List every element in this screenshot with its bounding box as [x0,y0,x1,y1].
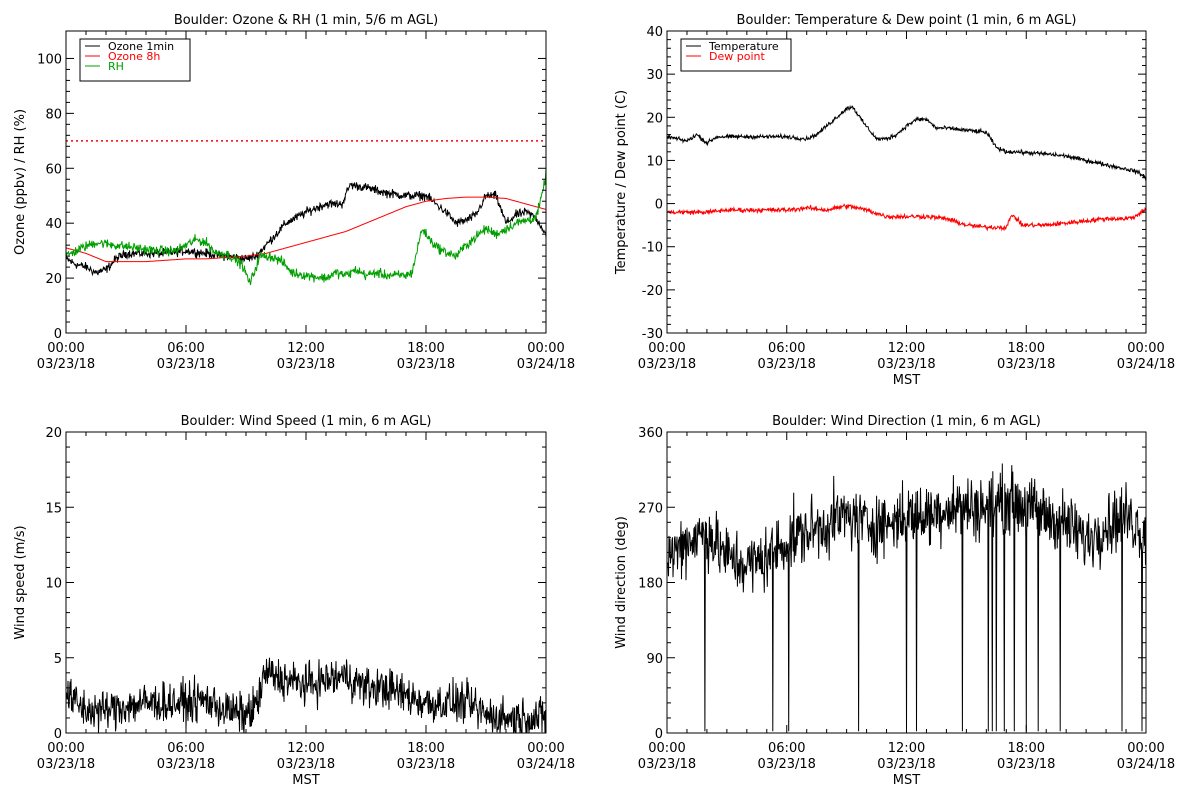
plot-frame [65,431,547,734]
x-tick-time: 06:00 [167,741,204,756]
y-tick-label: 0 [655,198,663,213]
chart-title: Boulder: Ozone & RH (1 min, 5/6 m AGL) [174,13,438,28]
y-tick-label: 270 [638,501,663,516]
series-line-2 [666,203,1147,232]
x-tick-date: 03/23/18 [877,757,935,772]
y-tick-label: 360 [638,426,663,441]
series-line-1 [65,182,547,277]
y-tick-label: 20 [45,272,62,287]
series-line-3 [65,167,547,286]
x-tick-date: 03/23/18 [997,357,1055,372]
plot-frame [666,30,1147,334]
legend-box [680,38,792,72]
x-tick-time: 00:00 [1127,341,1164,356]
y-tick-label: -20 [642,284,663,299]
x-tick-time: 00:00 [47,741,84,756]
legend-label: Temperature [708,40,779,53]
x-tick-time: 06:00 [167,341,204,356]
x-tick-date: 03/23/18 [157,757,215,772]
y-axis-label: Wind direction (deg) [614,516,629,649]
x-tick-time: 00:00 [47,341,84,356]
chart-title: Boulder: Wind Direction (1 min, 6 m AGL) [772,414,1041,429]
legend-label: Ozone 1min [108,40,174,53]
x-tick-date: 03/23/18 [397,757,455,772]
x-tick-date: 03/23/18 [397,357,455,372]
x-tick-date: 03/23/18 [277,757,335,772]
y-axis-label: Ozone (ppbv) / RH (%) [13,109,28,255]
x-tick-time: 06:00 [768,741,805,756]
y-tick-label: 0 [655,727,663,742]
x-tick-date: 03/24/18 [517,357,575,372]
series-line-1 [666,463,1147,732]
y-tick-label: 20 [45,426,62,441]
x-tick-time: 12:00 [287,341,324,356]
x-tick-date: 03/23/18 [37,757,95,772]
x-tick-time: 00:00 [527,341,564,356]
y-tick-label: 60 [45,162,62,177]
x-tick-date: 03/23/18 [638,357,696,372]
y-tick-label: -10 [642,241,663,256]
y-tick-label: 10 [45,577,62,592]
x-axis-label: MST [893,373,920,388]
y-tick-label: -30 [642,327,663,342]
x-tick-date: 03/23/18 [37,357,95,372]
x-tick-time: 12:00 [888,741,925,756]
x-tick-date: 03/23/18 [157,357,215,372]
y-tick-label: 100 [37,52,62,67]
x-tick-time: 00:00 [648,341,685,356]
series-line-2 [65,196,547,263]
legend-label: RH [108,60,124,73]
y-tick-label: 15 [45,501,62,516]
x-axis-label: MST [893,773,920,788]
x-tick-date: 03/23/18 [997,757,1055,772]
y-tick-label: 0 [54,727,62,742]
y-axis-label: Wind speed (m/s) [13,525,28,639]
y-tick-label: 80 [45,107,62,122]
x-tick-time: 00:00 [527,741,564,756]
chart-panel-1: Boulder: Ozone & RH (1 min, 5/6 m AGL) 0 2… [13,13,575,372]
y-tick-label: 40 [45,217,62,232]
x-tick-date: 03/24/18 [1117,757,1175,772]
series-line-1 [65,657,547,734]
legend-label: Ozone 8h [108,50,160,63]
chart-panel-3: Boulder: Wind Speed (1 min, 6 m AGL) 0 5 10… [13,414,575,788]
x-tick-time: 18:00 [407,341,444,356]
y-tick-label: 10 [646,154,663,169]
x-tick-time: 12:00 [287,741,324,756]
chart-panel-4: Boulder: Wind Direction (1 min, 6 m AGL)… [614,414,1175,788]
y-tick-label: 90 [646,652,663,667]
y-tick-label: 40 [646,25,663,40]
x-tick-time: 00:00 [648,741,685,756]
x-tick-time: 18:00 [407,741,444,756]
x-tick-time: 12:00 [888,341,925,356]
y-tick-label: 5 [54,652,62,667]
x-axis-label: MST [292,773,319,788]
x-tick-date: 03/23/18 [638,757,696,772]
chart-title: Boulder: Temperature & Dew point (1 min,… [737,13,1077,28]
legend-label: Dew point [709,50,765,63]
y-tick-label: 0 [54,327,62,342]
x-tick-date: 03/23/18 [758,357,816,372]
y-tick-label: 20 [646,111,663,126]
x-tick-time: 18:00 [1008,741,1045,756]
chart-title: Boulder: Wind Speed (1 min, 6 m AGL) [181,414,432,429]
x-tick-time: 18:00 [1008,341,1045,356]
x-tick-date: 03/23/18 [758,757,816,772]
y-axis-label: Temperature / Dew point (C) [614,90,629,275]
x-tick-date: 03/24/18 [1117,357,1175,372]
series-line-1 [666,104,1147,181]
y-tick-label: 180 [638,577,663,592]
x-tick-time: 00:00 [1127,741,1164,756]
chart-panel-2: Boulder: Temperature & Dew point (1 min,… [614,13,1175,388]
x-tick-date: 03/23/18 [277,357,335,372]
y-tick-label: 30 [646,68,663,83]
x-tick-time: 06:00 [768,341,805,356]
x-tick-date: 03/23/18 [877,357,935,372]
x-tick-date: 03/24/18 [517,757,575,772]
